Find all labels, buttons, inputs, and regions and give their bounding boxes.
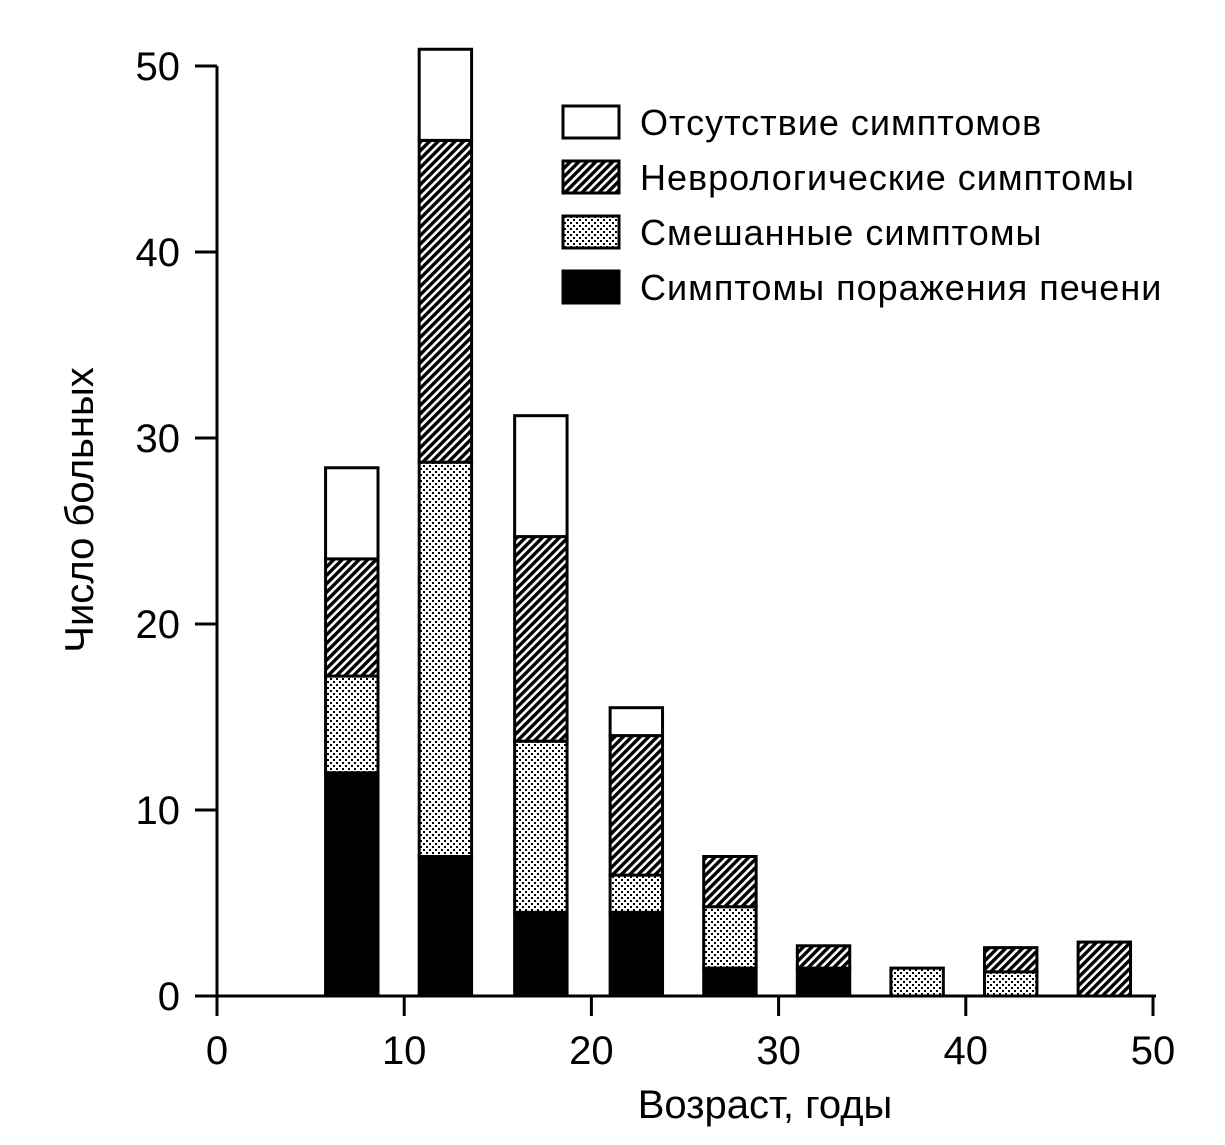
y-tick-label-30: 30 [136, 417, 181, 461]
bar-segment-dots-bin-4 [608, 873, 665, 914]
bars-group [324, 47, 1133, 998]
bar-segment-dots-bin-1 [324, 674, 380, 775]
bar-segment-diagonal-hatch-bin-3 [513, 535, 569, 743]
bar-segment-diagonal-hatch-bin-5 [702, 855, 758, 909]
bar-segment-solid-black-bin-3 [513, 910, 569, 998]
bar-segment-dots-bin-7 [889, 966, 945, 998]
x-tick-label-50: 50 [1131, 1029, 1176, 1073]
bar-segment-solid-black-bin-4 [608, 910, 665, 998]
y-tick-label-20: 20 [136, 603, 181, 647]
bar-segment-solid-black-bin-2 [417, 855, 474, 998]
bar-segment-dots-bin-5 [702, 905, 758, 970]
x-tick-label-20: 20 [569, 1029, 614, 1073]
bar-segment-diagonal-hatch-bin-4 [608, 734, 665, 877]
y-tick-label-10: 10 [136, 789, 181, 833]
legend-label-white: Отсутствие симптомов [640, 102, 1042, 143]
legend-swatch-solid-black [561, 269, 621, 305]
x-axis-title: Возраст, годы [638, 1083, 893, 1127]
y-tick-label-40: 40 [136, 231, 181, 275]
bar-segment-solid-black-bin-6 [795, 966, 852, 998]
legend-label-dots: Смешанные симптомы [640, 212, 1042, 253]
y-axis-title: Число больных [58, 367, 102, 652]
legend-label-diagonal-hatch: Неврологические симптомы [640, 157, 1135, 198]
bar-segment-solid-black-bin-1 [324, 771, 380, 998]
legend-label-solid-black: Симптомы поражения печени [640, 267, 1162, 308]
y-tick-label-50: 50 [136, 45, 181, 89]
x-tick-label-0: 0 [206, 1029, 228, 1073]
legend-swatch-white [561, 104, 621, 140]
bar-segment-diagonal-hatch-bin-6 [795, 944, 852, 970]
bar-segment-solid-black-bin-5 [702, 966, 758, 998]
y-tick-label-0: 0 [158, 975, 180, 1019]
bar-segment-white-bin-3 [513, 414, 569, 539]
x-tick-label-30: 30 [756, 1029, 801, 1073]
bar-segment-diagonal-hatch-bin-1 [324, 557, 380, 678]
bar-segment-diagonal-hatch-bin-8 [983, 946, 1039, 974]
axes-group: 0 10 20 30 40 50 0 10 20 30 40 50 [136, 45, 1176, 1073]
legend-swatch-dots [561, 214, 621, 250]
bar-segment-white-bin-1 [324, 466, 380, 561]
bar-segment-diagonal-hatch-bin-2 [417, 138, 474, 464]
bar-segment-diagonal-hatch-bin-9 [1076, 940, 1133, 998]
bar-segment-white-bin-2 [417, 47, 474, 142]
x-tick-label-40: 40 [944, 1029, 989, 1073]
bar-segment-white-bin-4 [608, 706, 665, 738]
bar-segment-dots-bin-8 [983, 970, 1039, 998]
x-tick-label-10: 10 [382, 1029, 427, 1073]
bar-segment-dots-bin-2 [417, 460, 474, 858]
bar-segment-dots-bin-3 [513, 739, 569, 914]
legend-swatch-diagonal-hatch [561, 159, 621, 195]
legend: Отсутствие симптомов Неврологические симп… [561, 102, 1162, 308]
